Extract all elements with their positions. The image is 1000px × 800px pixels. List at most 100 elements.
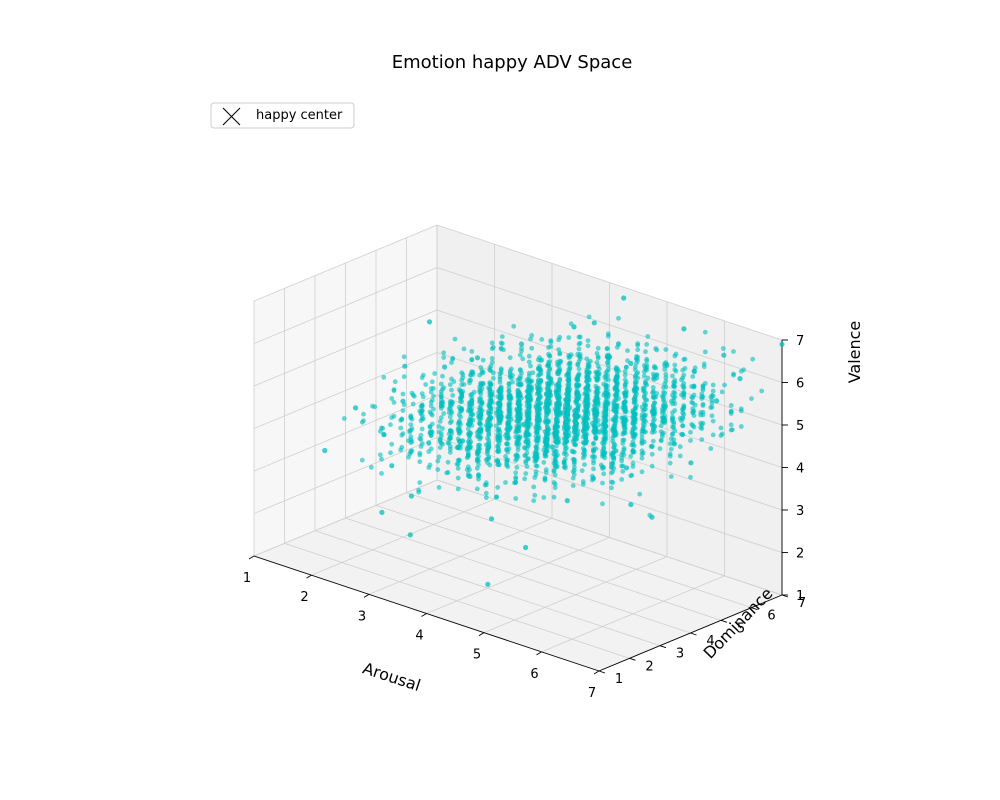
scatter-point (438, 415, 444, 420)
scatter-point (478, 427, 484, 432)
scatter-point (409, 426, 415, 431)
scatter-point (611, 428, 617, 434)
scatter-point (565, 382, 571, 388)
grid-line (436, 479, 783, 596)
z-tick-label: 3 (796, 504, 804, 519)
scatter-point (495, 485, 501, 490)
scatter-point (613, 414, 619, 420)
scatter-point (621, 447, 627, 453)
scatter-point (622, 392, 628, 397)
scatter-point (577, 356, 583, 362)
scatter-point (438, 394, 444, 400)
legend: happy center (210, 102, 355, 129)
scatter-point (419, 391, 425, 396)
scatter-point (553, 443, 559, 449)
scatter-point (417, 436, 423, 441)
scatter-point (469, 349, 475, 354)
scatter-point (515, 391, 521, 396)
scatter-point (659, 410, 665, 415)
scatter-point (565, 385, 571, 391)
scatter-point (498, 346, 504, 352)
scatter-point (487, 389, 493, 394)
scatter-point (582, 462, 587, 467)
scatter-point (632, 419, 638, 425)
scatter-point (441, 355, 447, 360)
scatter-point (544, 424, 550, 430)
scatter-point (522, 445, 528, 450)
scatter-point (456, 418, 462, 424)
scatter-point (663, 378, 669, 384)
scatter-point (605, 359, 611, 364)
scatter-point (417, 452, 423, 458)
scatter-point (535, 365, 541, 371)
scatter-point (517, 352, 523, 358)
scatter-point (438, 440, 444, 446)
scatter-point (543, 391, 549, 397)
scatter-point (698, 410, 704, 415)
scatter-point (643, 412, 648, 418)
scatter-point (681, 392, 687, 398)
scatter-point (468, 408, 474, 414)
x-tick-mark (421, 613, 427, 617)
scatter-point (564, 498, 570, 504)
scatter-point (496, 446, 502, 452)
scatter-point (584, 378, 590, 384)
scatter-point (621, 416, 627, 422)
scatter-point (610, 435, 616, 441)
scatter-point (637, 491, 643, 497)
scatter-point (570, 483, 576, 488)
scatter-point (574, 421, 580, 427)
scatter-point (511, 323, 517, 329)
scatter-point (435, 458, 441, 464)
legend-marker-x (222, 107, 241, 126)
scatter-point (456, 430, 462, 436)
scatter-point (426, 319, 433, 325)
scatter-point (542, 476, 548, 482)
scatter-point (408, 493, 414, 499)
scatter-point (529, 378, 535, 384)
scatter-point (779, 341, 785, 347)
scatter-point (544, 419, 550, 424)
y-tick-label: 7 (798, 596, 806, 611)
scatter-point (544, 403, 550, 409)
scatter-point (601, 471, 607, 477)
scatter-point (428, 399, 434, 405)
scatter-point (662, 367, 668, 372)
scatter-point (485, 451, 490, 457)
scatter-point (455, 466, 461, 471)
scatter-point (671, 389, 677, 395)
scatter-point (459, 406, 465, 411)
scatter-point (523, 544, 529, 551)
scatter-point (605, 331, 611, 337)
scatter-point (652, 400, 657, 405)
scatter-point (556, 337, 562, 343)
scatter-point (546, 375, 551, 381)
scatter-point (602, 425, 608, 431)
y-tick-mark (720, 619, 728, 623)
scatter-point (485, 581, 491, 587)
scatter-point (497, 433, 503, 439)
scatter-point (401, 374, 407, 380)
scatter-point (689, 399, 695, 405)
scatter-point (575, 390, 581, 396)
scatter-point (510, 379, 515, 385)
scatter-point (571, 464, 577, 470)
scatter-point (368, 464, 374, 470)
scatter-point (437, 436, 443, 442)
scatter-point (643, 397, 648, 403)
scatter-point (701, 364, 707, 370)
scatter-point (632, 432, 638, 438)
scatter-point (622, 369, 628, 374)
scatter-point (662, 404, 668, 410)
scatter-point (436, 429, 442, 435)
scatter-point (535, 433, 541, 439)
scatter-point (661, 430, 666, 436)
scatter-point (552, 458, 558, 463)
scatter-point (580, 446, 586, 451)
x-tick-mark (536, 651, 542, 656)
scatter-point (634, 387, 639, 393)
scatter-point (515, 444, 521, 449)
scatter-point (576, 382, 582, 388)
scatter-point (628, 473, 634, 479)
scatter-point (503, 454, 508, 459)
